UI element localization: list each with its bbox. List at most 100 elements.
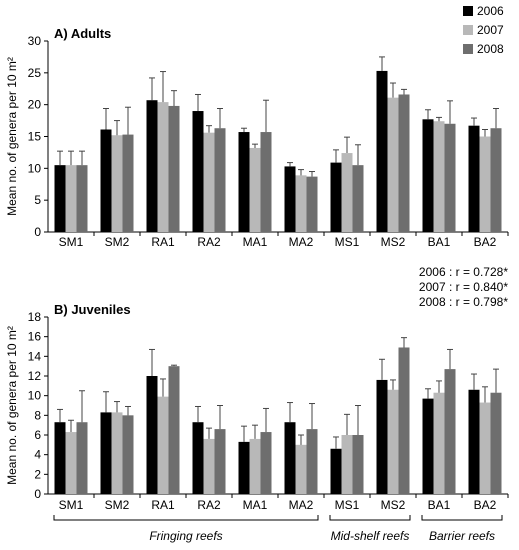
group-bracket	[53, 515, 319, 521]
reef-groups: Fringing reefs Mid-shelf reefs Barrier ree…	[53, 515, 503, 543]
bar-MA1-2008	[260, 432, 272, 494]
bar-MS2-2006	[376, 379, 388, 494]
bar-MA1-2007	[249, 147, 261, 232]
y-tick-label: 10	[28, 161, 42, 175]
x-tick-label-SM1: SM1	[59, 235, 84, 249]
bar-RA1-2006	[146, 376, 158, 494]
x-tick-label-RA2: RA2	[197, 498, 221, 512]
x-tick-label-BA2: BA2	[474, 235, 497, 249]
bar-BA2-2007	[479, 136, 491, 232]
y-tick-label: 10	[28, 389, 42, 403]
bar-MS1-2006	[330, 448, 342, 494]
bar-SM2-2007	[111, 412, 123, 494]
group-label: Barrier reefs	[429, 529, 495, 543]
legend-swatch-2006	[463, 6, 473, 16]
x-tick-label-MS2: MS2	[381, 235, 406, 249]
bar-MS2-2007	[387, 389, 399, 494]
bar-RA1-2007	[157, 396, 169, 494]
y-tick-label: 20	[28, 98, 42, 112]
bar-RA2-2008	[214, 128, 226, 232]
legend: 2006 2007 2008	[463, 4, 504, 56]
y-tick-label: 12	[28, 369, 42, 383]
bar-RA1-2006	[146, 100, 158, 233]
bar-SM2-2006	[100, 412, 112, 494]
y-tick-label: 6	[34, 428, 41, 442]
x-tick-label-MA2: MA2	[289, 498, 314, 512]
bar-SM2-2008	[122, 134, 134, 232]
bar-RA2-2007	[203, 132, 215, 232]
bar-RA2-2006	[192, 111, 204, 232]
bar-BA2-2006	[468, 389, 480, 494]
bar-RA1-2007	[157, 102, 169, 233]
panel-title: B) Juveniles	[54, 302, 131, 317]
bar-MS2-2006	[376, 70, 388, 232]
y-tick-label: 18	[28, 310, 42, 324]
bar-BA2-2008	[490, 392, 502, 494]
bar-MS2-2008	[398, 94, 410, 232]
x-tick-label-MA2: MA2	[289, 235, 314, 249]
y-tick-label: 4	[34, 448, 41, 462]
x-tick-label-SM2: SM2	[105, 498, 130, 512]
bar-BA2-2008	[490, 128, 502, 232]
bar-RA2-2007	[203, 438, 215, 494]
bar-BA1-2006	[422, 119, 434, 232]
bar-MA2-2006	[284, 422, 296, 494]
correlation-2006: 2006 : r = 0.728*	[419, 265, 508, 279]
bar-MA1-2006	[238, 441, 250, 494]
bar-RA1-2008	[168, 105, 180, 232]
bar-MA2-2007	[295, 444, 307, 494]
bar-SM2-2006	[100, 129, 112, 232]
bar-MS1-2007	[341, 435, 353, 494]
x-tick-label-MS2: MS2	[381, 498, 406, 512]
y-tick-label: 0	[34, 225, 41, 239]
legend-label-2006: 2006	[477, 4, 504, 18]
panel-title: A) Adults	[54, 26, 111, 41]
y-axis-label: Mean no. of genera per 10 m²	[5, 57, 19, 216]
group-label: Mid-shelf reefs	[331, 529, 410, 543]
legend-label-2007: 2007	[477, 23, 504, 37]
x-tick-label-SM2: SM2	[105, 235, 130, 249]
bar-BA1-2008	[444, 123, 456, 232]
panel-juveniles-chart: 0 2 4 6 8 10 12 14 16 18 Mean no. of genera per 10…	[5, 302, 509, 512]
group-bracket	[421, 515, 503, 521]
bar-MS1-2006	[330, 162, 342, 232]
bar-BA2-2007	[479, 402, 491, 494]
y-tick-label: 2	[34, 467, 41, 481]
bar-MA2-2007	[295, 175, 307, 232]
bar-MS2-2007	[387, 97, 399, 232]
bar-MA1-2007	[249, 438, 261, 494]
x-tick-label-BA1: BA1	[428, 498, 451, 512]
x-tick-label-BA1: BA1	[428, 235, 451, 249]
y-axis-label: Mean no. of genera per 10 m²	[5, 326, 19, 485]
x-tick-label-RA1: RA1	[151, 498, 175, 512]
y-tick-label: 8	[34, 408, 41, 422]
y-tick-label: 25	[28, 66, 42, 80]
bar-RA2-2008	[214, 429, 226, 494]
correlation-note: 2006 : r = 0.728* 2007 : r = 0.840* 2008…	[419, 265, 508, 309]
bar-BA1-2008	[444, 369, 456, 494]
y-tick-label: 15	[28, 130, 42, 144]
bar-RA1-2008	[168, 366, 180, 494]
x-tick-label-MA1: MA1	[243, 235, 268, 249]
y-tick-label: 30	[28, 34, 42, 48]
group-label: Fringing reefs	[149, 529, 222, 543]
y-tick-label: 16	[28, 330, 42, 344]
bar-MA2-2006	[284, 166, 296, 232]
legend-label-2008: 2008	[477, 42, 504, 56]
bar-SM1-2007	[65, 165, 77, 232]
bar-MS2-2008	[398, 347, 410, 494]
bar-SM1-2008	[76, 422, 88, 494]
bar-MS1-2007	[341, 153, 353, 232]
bar-SM2-2008	[122, 415, 134, 494]
bar-RA2-2006	[192, 422, 204, 494]
bar-MS1-2008	[352, 435, 364, 494]
bar-SM1-2006	[54, 422, 66, 494]
x-tick-label-BA2: BA2	[474, 498, 497, 512]
bar-SM1-2008	[76, 165, 88, 232]
bar-BA1-2007	[433, 392, 445, 494]
bar-SM1-2007	[65, 432, 77, 494]
bar-MS1-2008	[352, 165, 364, 232]
x-tick-label-RA2: RA2	[197, 235, 221, 249]
bar-MA1-2006	[238, 132, 250, 232]
bar-MA2-2008	[306, 176, 318, 232]
